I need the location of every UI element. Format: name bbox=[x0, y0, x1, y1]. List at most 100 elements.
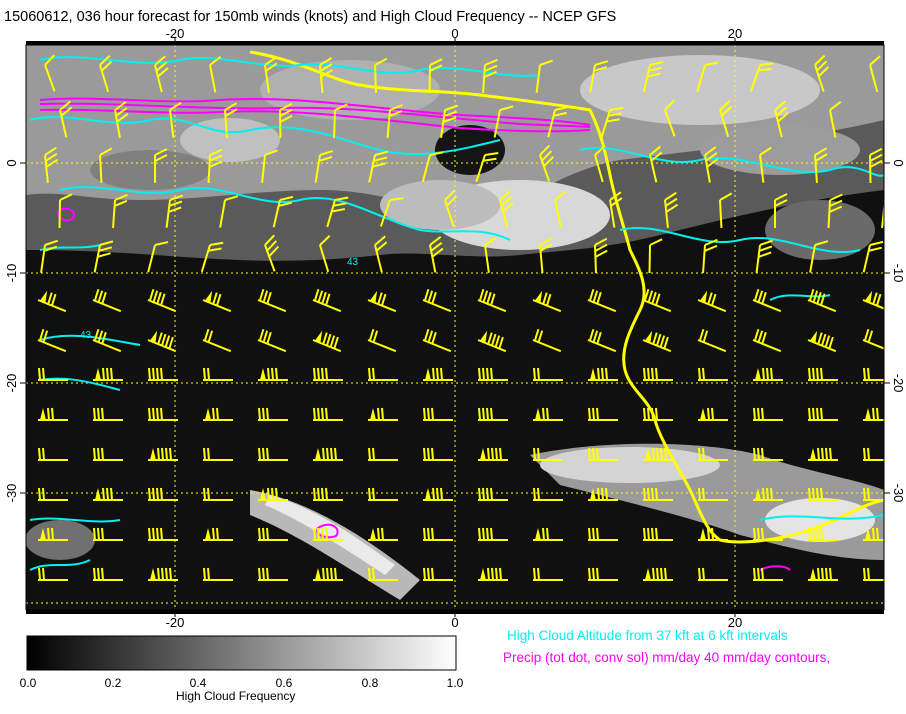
wind-barb bbox=[148, 407, 178, 421]
wind-barb bbox=[219, 195, 239, 228]
wind-barb bbox=[808, 487, 838, 501]
wind-barb bbox=[93, 487, 123, 501]
wind-barb bbox=[279, 102, 293, 139]
wind-barb bbox=[499, 190, 514, 228]
wind-barb bbox=[374, 235, 388, 273]
wind-barb bbox=[589, 60, 609, 93]
x-tick-top: -20 bbox=[166, 26, 185, 41]
wind-barb bbox=[38, 447, 68, 461]
wind-barb bbox=[368, 567, 398, 581]
wind-barb bbox=[664, 99, 676, 137]
colorbar-title: High Cloud Frequency bbox=[176, 689, 296, 703]
wind-barb bbox=[367, 328, 397, 353]
wind-barb bbox=[326, 196, 349, 228]
wind-barb bbox=[863, 527, 884, 541]
wind-barb bbox=[698, 567, 728, 581]
wind-barb bbox=[477, 330, 507, 353]
wind-barb bbox=[698, 527, 728, 541]
colorbar-tick: 0.4 bbox=[189, 676, 207, 690]
wind-barb bbox=[587, 288, 617, 313]
wind-barb bbox=[533, 487, 563, 501]
wind-barb bbox=[477, 288, 507, 313]
y-tick-right: -20 bbox=[891, 374, 906, 393]
axis-ticks bbox=[20, 38, 890, 617]
wind-barb bbox=[863, 407, 884, 421]
wind-barb bbox=[148, 367, 178, 381]
wind-barb bbox=[421, 151, 444, 183]
wind-barb bbox=[697, 290, 727, 313]
wind-barb bbox=[600, 106, 624, 138]
wind-barb bbox=[92, 288, 122, 313]
wind-barb bbox=[594, 145, 606, 183]
wind-barb bbox=[648, 238, 663, 274]
wind-barb bbox=[38, 487, 68, 501]
wind-barb bbox=[314, 149, 334, 183]
wind-barb bbox=[423, 567, 453, 581]
wind-barb bbox=[38, 407, 68, 421]
wind-barb bbox=[829, 101, 842, 138]
wind-barb bbox=[313, 407, 343, 421]
wind-barb bbox=[44, 146, 59, 183]
wind-barb bbox=[207, 148, 223, 184]
wind-barb bbox=[649, 145, 663, 183]
wind-barb bbox=[535, 59, 553, 93]
wind-barb bbox=[814, 54, 829, 92]
wind-barb bbox=[423, 447, 453, 461]
wind-barb bbox=[59, 100, 73, 138]
wind-barb bbox=[588, 407, 618, 421]
wind-barb bbox=[147, 241, 169, 273]
wind-barb bbox=[429, 236, 444, 273]
wind-barb bbox=[478, 447, 508, 461]
wind-barb bbox=[37, 290, 67, 313]
wind-barb bbox=[755, 239, 773, 273]
wind-barb bbox=[484, 236, 497, 273]
wind-barb bbox=[93, 447, 123, 461]
wind-barb bbox=[532, 328, 562, 353]
wind-barb bbox=[368, 367, 398, 381]
wind-barb bbox=[753, 407, 783, 421]
contour-label: 43 bbox=[80, 330, 92, 341]
wind-barb bbox=[863, 487, 884, 501]
wind-barb bbox=[587, 328, 617, 353]
wind-barb bbox=[40, 239, 59, 273]
x-tick-top: 0 bbox=[451, 26, 458, 41]
wind-barb bbox=[319, 235, 331, 273]
wind-barb bbox=[807, 288, 837, 313]
wind-barb bbox=[423, 367, 453, 381]
wind-barb bbox=[774, 193, 788, 228]
x-tick-bottom: -20 bbox=[166, 615, 185, 630]
wind-barb bbox=[643, 527, 673, 541]
wind-barb bbox=[609, 191, 623, 228]
wind-barb bbox=[313, 447, 343, 461]
wind-barb bbox=[759, 146, 772, 183]
wind-barb bbox=[588, 487, 618, 501]
wind-barb bbox=[482, 58, 498, 94]
wind-barb bbox=[423, 487, 453, 501]
contour-label: 43 bbox=[347, 257, 359, 268]
wind-barb bbox=[547, 106, 569, 138]
wind-barb bbox=[444, 189, 458, 227]
wind-barb bbox=[869, 55, 881, 93]
wind-barb bbox=[643, 567, 673, 581]
wind-barb bbox=[148, 487, 178, 501]
wind-barb bbox=[869, 147, 883, 184]
wind-barb bbox=[203, 407, 233, 421]
wind-barb bbox=[112, 193, 128, 229]
y-tick-right: 0 bbox=[891, 159, 906, 166]
wind-barb bbox=[863, 447, 884, 461]
wind-barb bbox=[814, 147, 828, 184]
wind-barb bbox=[202, 290, 232, 313]
wind-barb bbox=[312, 288, 342, 313]
wind-barb bbox=[367, 290, 397, 313]
wind-barb bbox=[752, 288, 782, 313]
wind-barb bbox=[368, 487, 398, 501]
wind-barb bbox=[664, 191, 679, 228]
y-tick-right: -10 bbox=[891, 264, 906, 283]
wind-barb bbox=[588, 367, 618, 381]
wind-barb bbox=[642, 288, 672, 313]
wind-barb bbox=[99, 55, 113, 93]
wind-barb bbox=[642, 330, 672, 353]
wind-barb bbox=[203, 567, 233, 581]
wind-barb bbox=[808, 567, 838, 581]
